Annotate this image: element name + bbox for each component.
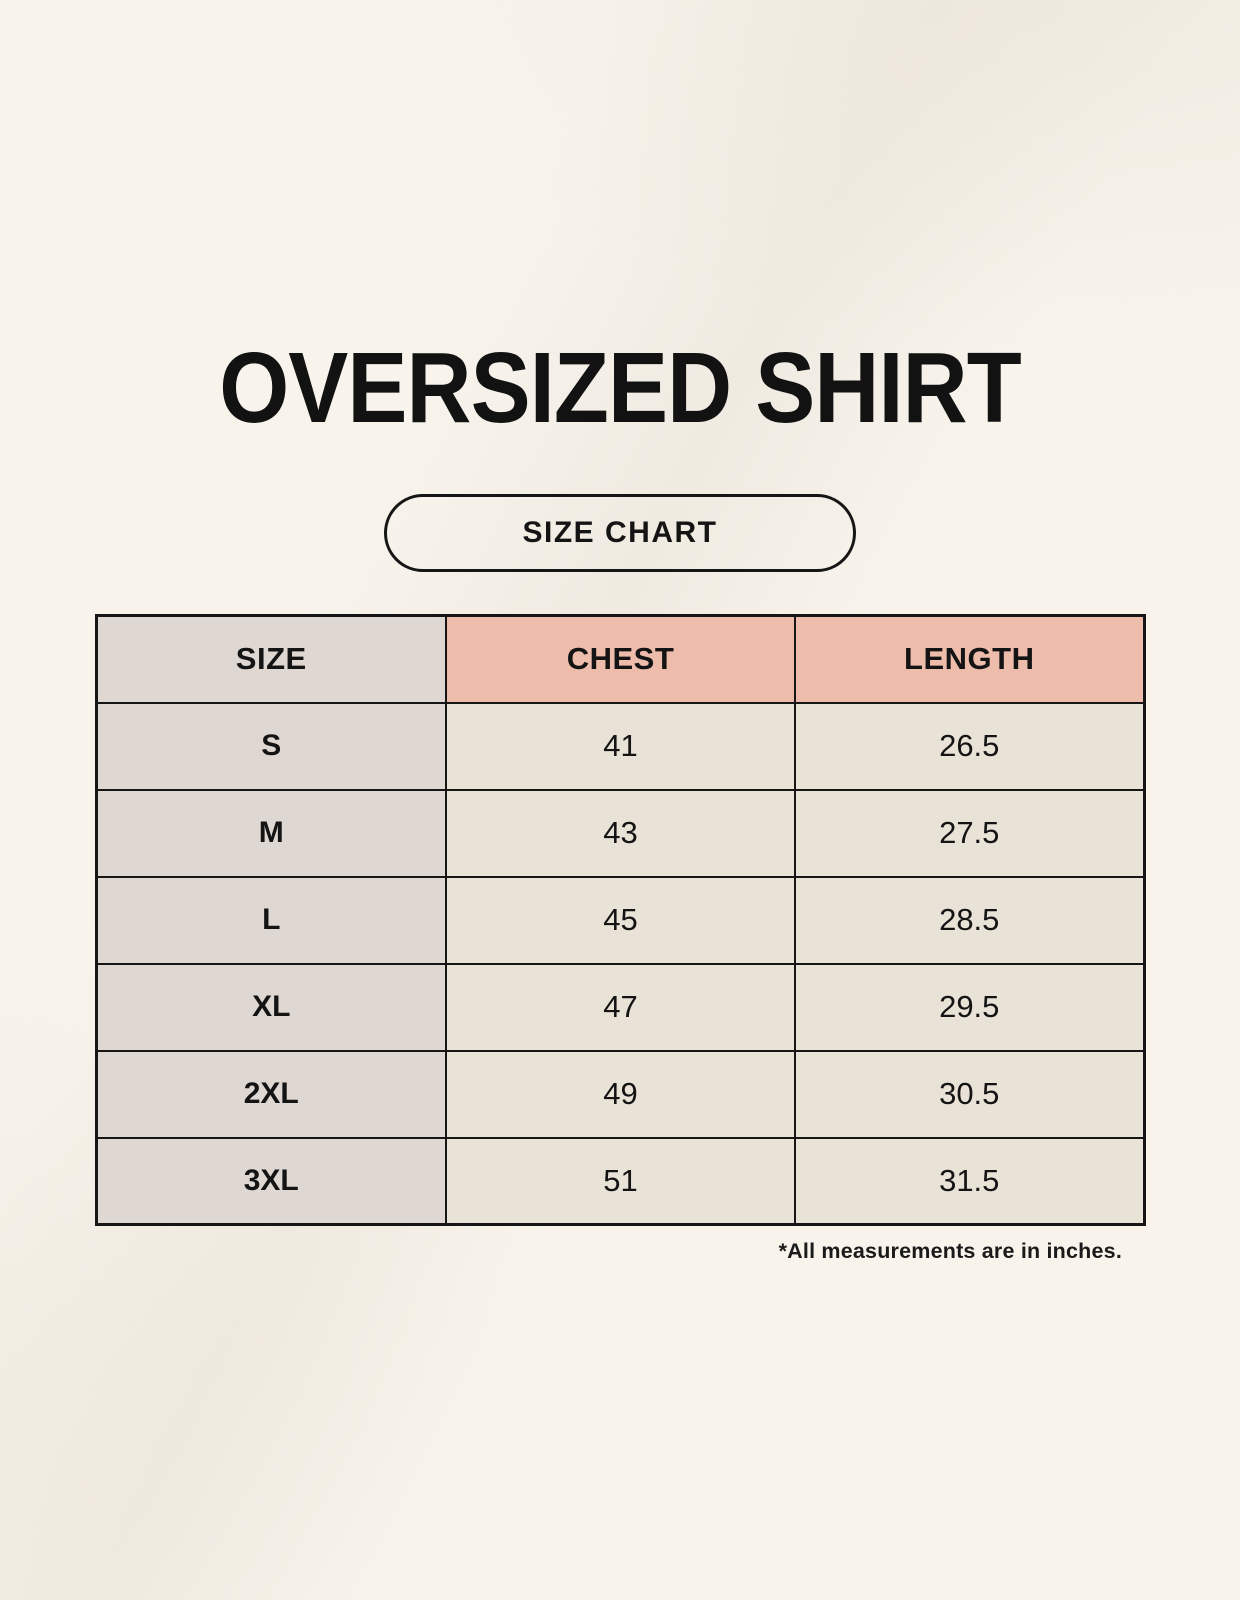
size-label: 2XL <box>95 1049 447 1139</box>
chest-value: 41 <box>445 701 796 791</box>
size-chart-page: OVERSIZED SHIRT SIZE CHART SIZE CHEST LE… <box>0 338 1240 1600</box>
column-header-size: SIZE <box>95 614 447 704</box>
chest-value: 45 <box>445 875 796 965</box>
size-label: M <box>95 788 447 878</box>
size-chart-badge[interactable]: SIZE CHART <box>384 494 856 572</box>
table-header-row: SIZE CHEST LENGTH <box>95 614 1145 704</box>
length-value: 27.5 <box>794 788 1145 878</box>
length-value: 31.5 <box>794 1136 1145 1226</box>
size-chart-badge-label: SIZE CHART <box>522 516 718 549</box>
table-row: S 41 26.5 <box>95 701 1145 791</box>
table-row: 3XL 51 31.5 <box>95 1136 1145 1226</box>
chest-value: 43 <box>445 788 796 878</box>
chest-value: 49 <box>445 1049 796 1139</box>
chest-value: 47 <box>445 962 796 1052</box>
table-row: L 45 28.5 <box>95 875 1145 965</box>
size-table: SIZE CHEST LENGTH S 41 26.5 M 43 27.5 L … <box>94 614 1146 1226</box>
length-value: 29.5 <box>794 962 1145 1052</box>
length-value: 28.5 <box>794 875 1145 965</box>
table-row: M 43 27.5 <box>95 788 1145 878</box>
column-header-chest: CHEST <box>445 614 796 704</box>
size-label: XL <box>95 962 447 1052</box>
length-value: 30.5 <box>794 1049 1145 1139</box>
column-header-length: LENGTH <box>794 614 1145 704</box>
measurements-footnote: *All measurements are in inches. <box>778 1239 1122 1263</box>
table-row: XL 47 29.5 <box>95 962 1145 1052</box>
size-label: S <box>95 701 447 791</box>
chest-value: 51 <box>445 1136 796 1226</box>
table-row: 2XL 49 30.5 <box>95 1049 1145 1139</box>
size-label: 3XL <box>95 1136 447 1226</box>
size-label: L <box>95 875 447 965</box>
page-title: OVERSIZED SHIRT <box>219 332 1022 444</box>
length-value: 26.5 <box>794 701 1145 791</box>
